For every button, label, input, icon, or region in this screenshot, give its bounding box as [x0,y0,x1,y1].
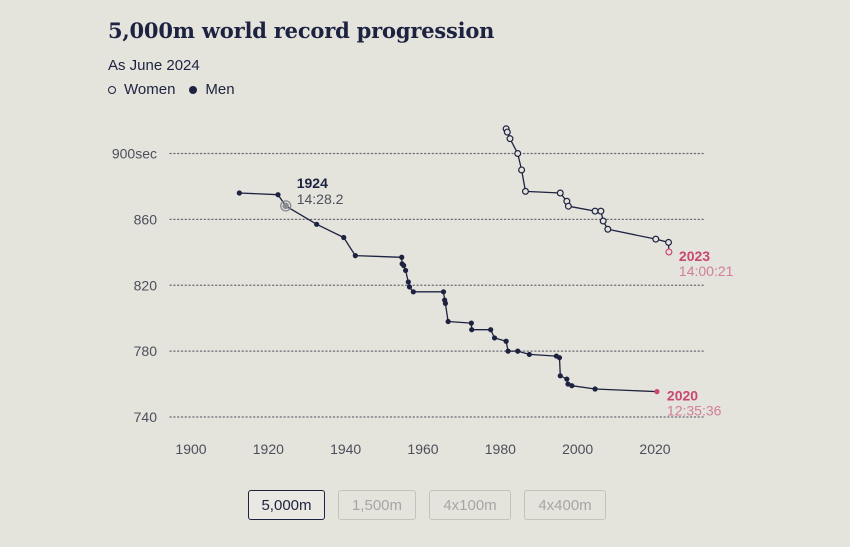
data-point-men-0 [236,190,242,196]
data-point-men-15 [442,300,449,306]
legend-item-women: Women [108,81,175,98]
data-point-men-24 [526,351,532,358]
annotation-time-2023: 14:00:21 [679,263,734,279]
legend-label-men: Men [205,81,235,98]
data-point-men-5 [352,253,358,259]
chart-subtitle: As June 2024 [108,57,200,74]
data-point-men-9 [403,267,409,274]
data-point-women-14 [665,238,673,246]
annotation-time-2020: 12:35:36 [667,403,722,419]
x-tick-label-1960: 1960 [407,441,438,457]
data-point-men-30 [569,383,575,389]
data-point-women-9 [591,207,599,215]
annotation-year-2023: 2023 [679,248,710,264]
x-tick-label-1920: 1920 [253,441,284,457]
data-point-women-4 [518,166,526,174]
data-point-women-15 [665,248,673,256]
data-point-men-21 [503,338,509,344]
highlight-dot-1924 [282,202,289,210]
data-point-men-32 [654,389,660,395]
data-point-men-1 [275,192,281,198]
y-tick-label-780: 780 [134,343,158,359]
x-tick-label-2020: 2020 [639,441,670,457]
highlight-ring-1924 [280,200,292,212]
data-point-men-11 [406,284,413,290]
y-tick-label-900: 900sec [112,146,157,162]
data-point-women-8 [564,202,572,210]
annotation-time-1924: 14:28.2 [297,191,344,207]
data-point-women-1 [503,128,511,136]
data-point-men-16 [445,318,451,325]
data-point-women-10 [597,207,605,215]
distance-toggle: 5,000m 1,500m 4x100m 4x400m [0,490,850,524]
series-line-women [505,128,670,253]
data-point-men-19 [488,327,494,333]
legend: Women Men [108,81,249,98]
distance-button-4x100m[interactable]: 4x100m [429,490,511,520]
x-tick-label-1900: 1900 [175,441,206,457]
data-point-women-3 [514,150,522,158]
legend-item-men: Men [189,81,235,98]
legend-label-women: Women [124,81,176,98]
data-point-men-4 [341,234,347,241]
data-point-men-13 [440,289,447,295]
x-tick-label-2000: 2000 [562,441,593,457]
line-chart: 900sec 860 820 780 740 1900 1920 1940 1960 1980 20… [112,125,734,457]
filled-circle-icon [189,85,198,94]
data-point-men-22 [505,348,511,354]
data-point-women-6 [556,189,564,197]
annotation-year-2020: 2020 [667,388,698,404]
series-line-men [239,192,657,393]
data-point-women-5 [521,187,529,195]
data-point-men-10 [405,279,411,285]
data-point-women-11 [599,217,607,225]
data-point-men-12 [410,289,416,295]
y-tick-label-740: 740 [134,409,158,425]
distance-button-5000m[interactable]: 5,000m [248,490,325,520]
data-point-men-8 [401,262,407,269]
data-point-men-3 [314,221,320,227]
distance-button-4x400m[interactable]: 4x400m [524,490,606,520]
data-point-men-17 [468,320,474,326]
data-point-women-2 [506,135,514,143]
data-point-men-23 [515,348,521,354]
data-point-men-31 [592,386,598,392]
x-tick-label-1940: 1940 [330,441,361,457]
data-point-men-20 [491,335,498,341]
data-point-women-12 [604,225,612,233]
open-circle-icon [108,85,116,94]
data-point-men-28 [564,376,570,382]
x-tick-label-1980: 1980 [485,441,516,457]
y-tick-label-820: 820 [134,277,158,293]
data-point-men-6 [399,254,405,260]
y-tick-label-860: 860 [134,211,158,227]
data-point-women-13 [652,235,660,243]
data-point-men-26 [556,355,563,361]
distance-button-1500m[interactable]: 1,500m [338,490,416,520]
data-point-men-27 [557,373,563,379]
data-point-men-18 [469,327,475,333]
chart-title: 5,000m world record progression [108,18,495,43]
annotation-year-1924: 1924 [297,175,328,191]
